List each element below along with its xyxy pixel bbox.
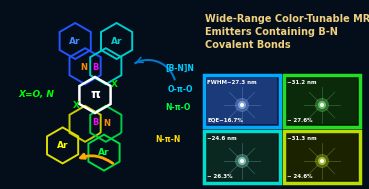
- Circle shape: [240, 159, 244, 163]
- Circle shape: [238, 101, 246, 109]
- FancyBboxPatch shape: [204, 75, 280, 127]
- Text: O-π-O: O-π-O: [168, 85, 193, 94]
- FancyBboxPatch shape: [287, 134, 357, 180]
- FancyArrowPatch shape: [80, 154, 113, 163]
- Circle shape: [315, 98, 329, 112]
- Circle shape: [318, 157, 326, 165]
- Text: ~ 26.3%: ~ 26.3%: [207, 174, 232, 179]
- Text: X: X: [73, 101, 80, 110]
- FancyBboxPatch shape: [284, 131, 360, 183]
- Text: ~ 27.6%: ~ 27.6%: [287, 118, 313, 123]
- Text: Ar: Ar: [111, 36, 123, 46]
- Text: B: B: [92, 64, 98, 73]
- Circle shape: [235, 98, 249, 112]
- Text: X: X: [110, 80, 117, 89]
- Text: EQE~16.7%: EQE~16.7%: [207, 118, 243, 123]
- Circle shape: [235, 154, 249, 168]
- Circle shape: [240, 103, 244, 107]
- Text: Wide-Range Color-Tunable MR
Emitters Containing B-N
Covalent Bonds: Wide-Range Color-Tunable MR Emitters Con…: [205, 14, 369, 50]
- Circle shape: [238, 157, 246, 165]
- Circle shape: [318, 101, 326, 109]
- Circle shape: [320, 103, 324, 107]
- FancyBboxPatch shape: [287, 78, 357, 124]
- FancyBboxPatch shape: [207, 78, 277, 124]
- Text: N-π-O: N-π-O: [165, 104, 190, 112]
- Circle shape: [315, 154, 329, 168]
- Text: FWHM~27.3 nm: FWHM~27.3 nm: [207, 80, 256, 85]
- Text: [B-N]N: [B-N]N: [165, 64, 194, 73]
- Text: Ar: Ar: [69, 36, 81, 46]
- FancyBboxPatch shape: [207, 134, 277, 180]
- Text: Ar: Ar: [57, 141, 68, 150]
- Text: Ar: Ar: [98, 148, 110, 157]
- Text: ~31.2 nm: ~31.2 nm: [287, 80, 317, 85]
- FancyBboxPatch shape: [204, 131, 280, 183]
- Text: B: B: [93, 118, 99, 127]
- Text: ~ 24.6%: ~ 24.6%: [287, 174, 313, 179]
- Text: π: π: [90, 88, 100, 101]
- Text: N: N: [103, 119, 110, 128]
- Text: ~24.6 nm: ~24.6 nm: [207, 136, 237, 141]
- Text: N: N: [81, 63, 88, 72]
- FancyBboxPatch shape: [284, 75, 360, 127]
- Text: N-π-N: N-π-N: [155, 136, 180, 145]
- Circle shape: [320, 159, 324, 163]
- Text: X=O, N: X=O, N: [18, 91, 54, 99]
- Text: ~31.3 nm: ~31.3 nm: [287, 136, 317, 141]
